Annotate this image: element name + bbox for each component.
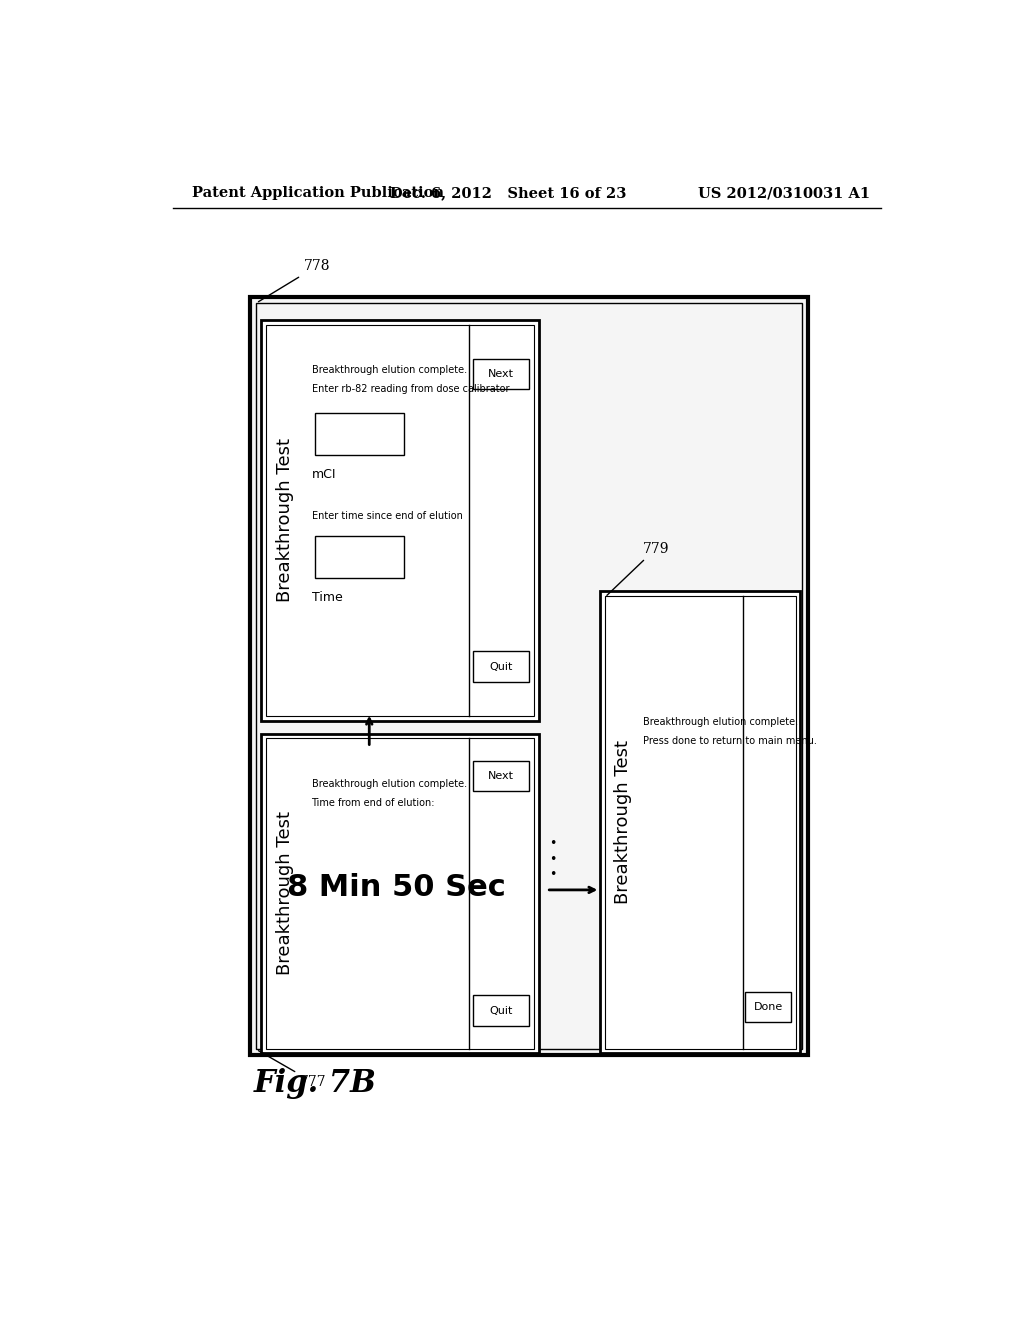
Bar — [266, 738, 535, 1048]
Text: •: • — [549, 853, 556, 866]
Text: US 2012/0310031 A1: US 2012/0310031 A1 — [697, 186, 869, 201]
Text: Time from end of elution:: Time from end of elution: — [311, 797, 435, 808]
Bar — [315, 536, 403, 578]
Text: 778: 778 — [258, 259, 331, 302]
Bar — [266, 325, 535, 715]
Text: Next: Next — [487, 370, 514, 379]
Bar — [315, 413, 403, 455]
Text: Next: Next — [487, 771, 514, 781]
Text: 777: 777 — [258, 1051, 327, 1089]
Bar — [256, 304, 802, 1049]
Text: Done: Done — [754, 1002, 782, 1012]
Text: •: • — [549, 837, 556, 850]
Text: Breakthrough Test: Breakthrough Test — [614, 741, 633, 904]
Text: Quit: Quit — [489, 1006, 513, 1016]
Text: Breakthrough elution complete.: Breakthrough elution complete. — [643, 717, 798, 727]
Bar — [261, 734, 539, 1053]
Text: Press done to return to main menu.: Press done to return to main menu. — [643, 737, 816, 746]
Text: Breakthrough Test: Breakthrough Test — [275, 812, 294, 975]
Text: 779: 779 — [607, 541, 669, 595]
Bar — [473, 760, 528, 792]
Bar — [261, 321, 539, 721]
Text: Breakthrough elution complete.: Breakthrough elution complete. — [311, 366, 467, 375]
Text: Breakthrough elution complete.: Breakthrough elution complete. — [311, 779, 467, 788]
Text: Enter rb-82 reading from dose calibrator: Enter rb-82 reading from dose calibrator — [311, 384, 509, 395]
Text: Patent Application Publication: Patent Application Publication — [193, 186, 444, 201]
Text: •: • — [549, 869, 556, 880]
Text: Breakthrough Test: Breakthrough Test — [275, 438, 294, 602]
Text: Enter time since end of elution: Enter time since end of elution — [311, 511, 463, 521]
Text: mCI: mCI — [311, 467, 336, 480]
Bar — [605, 595, 796, 1048]
Text: Quit: Quit — [489, 661, 513, 672]
Text: 8 Min 50 Sec: 8 Min 50 Sec — [287, 873, 506, 902]
Bar — [600, 591, 801, 1053]
Text: Dec. 6, 2012   Sheet 16 of 23: Dec. 6, 2012 Sheet 16 of 23 — [390, 186, 626, 201]
Bar — [473, 995, 528, 1026]
Text: Fig. 7B: Fig. 7B — [254, 1068, 377, 1100]
Text: Time: Time — [311, 591, 342, 603]
Bar — [250, 297, 808, 1056]
Bar — [745, 991, 792, 1022]
Bar — [473, 359, 528, 389]
Bar — [473, 651, 528, 682]
